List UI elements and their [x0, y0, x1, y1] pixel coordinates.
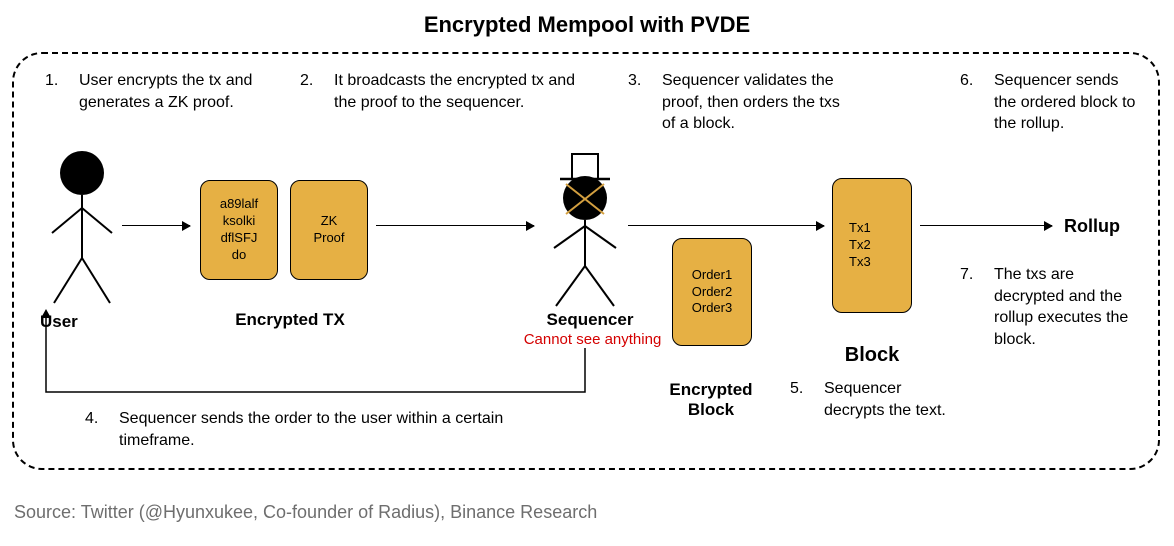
step-6-num: 6. — [960, 70, 973, 92]
rollup-label: Rollup — [1064, 216, 1120, 237]
block-label: Block — [836, 344, 908, 367]
encrypted-tx-line2: ksolki — [223, 213, 256, 230]
step-2-text: It broadcasts the encrypted tx and the p… — [334, 70, 594, 113]
step-3-text: Sequencer validates the proof, then orde… — [662, 70, 842, 135]
sequencer-icon — [540, 148, 630, 308]
step-3-num: 3. — [628, 70, 641, 92]
step-4-text: Sequencer sends the order to the user wi… — [119, 408, 539, 451]
step-4-num: 4. — [85, 408, 98, 430]
encrypted-tx-box: a89lalf ksolki dflSFJ do — [200, 180, 278, 280]
step-1-num: 1. — [45, 70, 58, 92]
block-box: Tx1 Tx2 Tx3 — [832, 178, 912, 313]
encblock-line3: Order3 — [692, 300, 732, 317]
step-2-num: 2. — [300, 70, 313, 92]
zk-line2: Proof — [313, 230, 344, 247]
user-icon — [42, 148, 122, 308]
encblock-line1: Order1 — [692, 267, 732, 284]
encrypted-block-box: Order1 Order2 Order3 — [672, 238, 752, 346]
step-5-text: Sequencer decrypts the text. — [824, 378, 964, 421]
encrypted-tx-line4: do — [232, 247, 246, 264]
encrypted-block-label-l1: Encrypted — [669, 380, 752, 399]
step-6-text: Sequencer sends the ordered block to the… — [994, 70, 1144, 135]
arrow-seq-to-user — [38, 300, 598, 400]
encblock-line2: Order2 — [692, 284, 732, 301]
step-5-num: 5. — [790, 378, 803, 400]
step-1-text: User encrypts the tx and generates a ZK … — [79, 70, 289, 113]
encrypted-tx-line1: a89lalf — [220, 196, 258, 213]
block-line1: Tx1 — [849, 220, 871, 237]
encrypted-tx-line3: dflSFJ — [221, 230, 258, 247]
step-7-num: 7. — [960, 264, 973, 286]
arrow-tx-to-seq — [376, 225, 534, 226]
block-line2: Tx2 — [849, 237, 871, 254]
page-title: Encrypted Mempool with PVDE — [0, 12, 1174, 38]
encrypted-block-label: Encrypted Block — [656, 380, 766, 421]
arrow-user-to-tx — [122, 225, 190, 226]
zk-proof-box: ZK Proof — [290, 180, 368, 280]
arrow-block-to-rollup — [920, 225, 1052, 226]
step-7-text: The txs are decrypted and the rollup exe… — [994, 264, 1144, 350]
zk-line1: ZK — [321, 213, 338, 230]
source-credit: Source: Twitter (@Hyunxukee, Co-founder … — [14, 502, 597, 523]
block-line3: Tx3 — [849, 254, 871, 271]
arrow-seq-to-block — [628, 225, 824, 226]
encrypted-block-label-l2: Block — [688, 400, 734, 419]
